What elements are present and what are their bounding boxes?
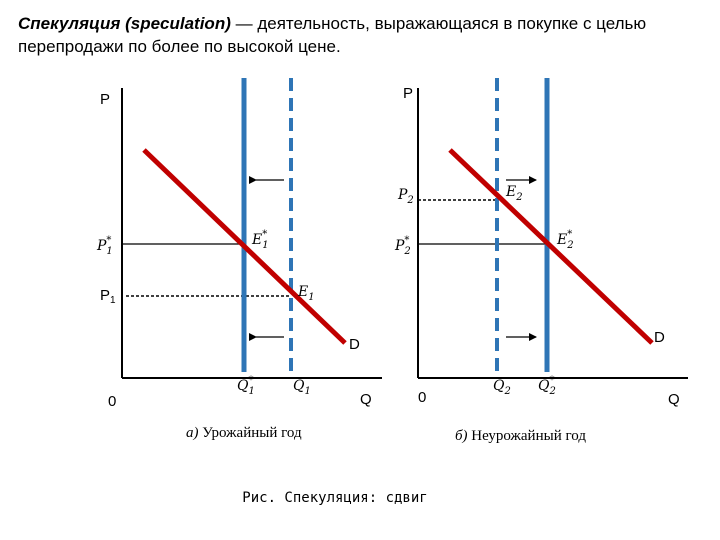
left-p1-letter: P bbox=[100, 287, 110, 304]
left-e1star-sub: 1 bbox=[262, 240, 268, 251]
right-p2-sub: 2 bbox=[406, 195, 413, 206]
right-q2star-sub: 2 bbox=[548, 386, 555, 397]
left-p1star-sup: * bbox=[106, 235, 111, 246]
right-caption: б) Неурожайный год bbox=[455, 428, 586, 444]
right-e2star-label: E* 2 bbox=[556, 229, 574, 251]
left-e1-sub: 1 bbox=[308, 292, 314, 303]
right-q2-letter: Q bbox=[493, 378, 505, 394]
right-p2-label: P2 bbox=[397, 187, 414, 206]
right-p2star-sup: * bbox=[404, 235, 409, 246]
right-p2-letter: P bbox=[397, 187, 408, 203]
right-q-axis-label: Q bbox=[668, 391, 680, 408]
right-q2star-label: Q* 2 bbox=[538, 375, 556, 397]
left-q1star-sub: 1 bbox=[248, 386, 254, 397]
left-demand-curve bbox=[142, 148, 347, 345]
definition-text: Спекуляция (speculation) — деятельность,… bbox=[18, 12, 708, 58]
left-q1star-label: Q* 1 bbox=[237, 375, 255, 397]
right-e2star-letter: E bbox=[556, 232, 567, 248]
right-p2star-letter: P bbox=[394, 238, 405, 254]
right-q2star-sup: * bbox=[549, 375, 554, 386]
left-caption-letter: а) bbox=[186, 425, 199, 441]
right-q2-sub: 2 bbox=[503, 386, 510, 397]
left-p1-sub: 1 bbox=[110, 295, 116, 306]
left-origin-label: 0 bbox=[108, 393, 116, 410]
left-q1-letter: Q bbox=[293, 378, 305, 394]
right-demand-curve bbox=[448, 148, 654, 345]
definition-body: — деятельность, выражающаяся в покупке с… bbox=[18, 14, 647, 56]
left-e1-label: E1 bbox=[297, 284, 315, 303]
left-caption-text: Урожайный год bbox=[199, 425, 302, 441]
left-demand-label: D bbox=[349, 336, 360, 353]
left-e1star-sup: * bbox=[262, 229, 267, 240]
right-e2-sub: 2 bbox=[515, 192, 522, 203]
right-p-axis-label: P bbox=[403, 85, 413, 102]
left-panel: P Q 0 D P* 1 P1 E* 1 E1 Q* 1 Q1 bbox=[96, 78, 382, 441]
right-caption-letter: б) bbox=[455, 428, 468, 444]
left-q-axis-label: Q bbox=[360, 391, 372, 408]
right-e2-letter: E bbox=[505, 184, 516, 200]
right-e2star-sup: * bbox=[567, 229, 572, 240]
left-p1star-letter: P bbox=[96, 238, 107, 254]
left-e1star-letter: E bbox=[251, 232, 262, 248]
right-p2star-label: P* 2 bbox=[394, 235, 411, 257]
left-e1star-label: E* 1 bbox=[251, 229, 269, 251]
right-q2-label: Q2 bbox=[493, 378, 511, 397]
left-q1-label: Q1 bbox=[293, 378, 311, 397]
figure-caption: Рис. Спекуляция: сдвиг bbox=[242, 490, 428, 506]
left-q1star-letter: Q bbox=[237, 378, 249, 394]
left-p1star-sub: 1 bbox=[106, 246, 112, 257]
right-panel: P Q 0 D P2 P* 2 E2 E* 2 Q2 Q* 2 bbox=[394, 78, 688, 444]
left-caption: а) Урожайный год bbox=[186, 425, 302, 441]
right-demand-label: D bbox=[654, 329, 665, 346]
right-origin-label: 0 bbox=[418, 389, 426, 406]
right-p2star-sub: 2 bbox=[403, 246, 410, 257]
left-q1-sub: 1 bbox=[304, 386, 310, 397]
left-p-axis-label: P bbox=[100, 91, 110, 108]
right-e2star-sub: 2 bbox=[566, 240, 573, 251]
right-e2-label: E2 bbox=[505, 184, 523, 203]
right-caption-text: Неурожайный год bbox=[468, 428, 587, 444]
left-e1-letter: E bbox=[297, 284, 308, 300]
left-q1star-sup: * bbox=[248, 375, 253, 386]
left-p1-label: P1 bbox=[100, 287, 116, 306]
right-q2star-letter: Q bbox=[538, 378, 550, 394]
definition-term: Спекуляция (speculation) bbox=[18, 14, 231, 33]
left-p1star-label: P* 1 bbox=[96, 235, 113, 257]
